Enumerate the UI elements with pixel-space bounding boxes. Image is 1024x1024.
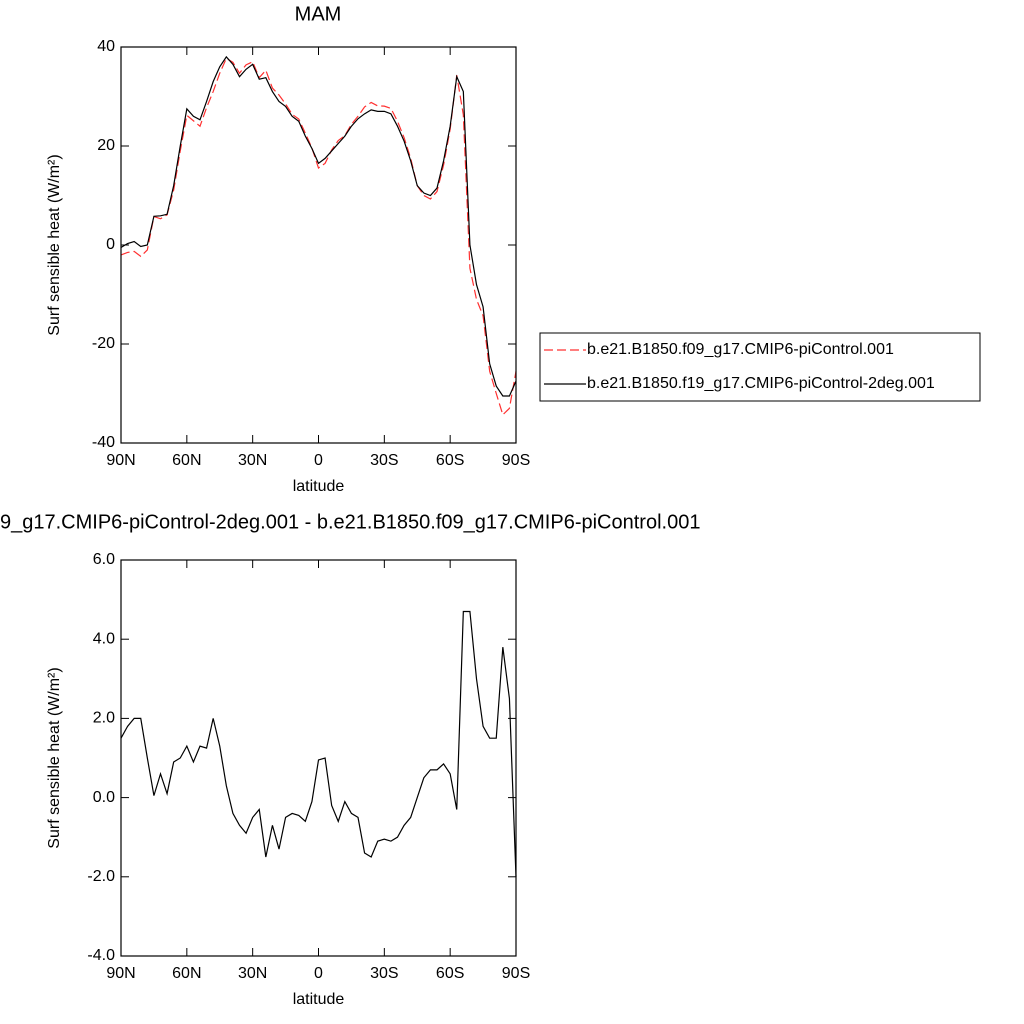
x-tick-label: 90N (106, 452, 135, 469)
y-tick-label: 2.0 (93, 710, 115, 727)
x-axis-label: latitude (293, 991, 345, 1008)
data-line (120, 610, 517, 877)
legend-label: b.e21.B1850.f09_g17.CMIP6-piControl.001 (587, 341, 894, 358)
x-tick-label: 60N (172, 452, 201, 469)
y-tick-label: 0.0 (93, 789, 115, 806)
x-tick-label: 90S (502, 965, 530, 982)
x-tick-label: 0 (314, 965, 323, 982)
plot-frame (120, 46, 517, 444)
y-tick-label: -40 (92, 434, 115, 451)
y-tick-label: -20 (92, 335, 115, 352)
x-tick-label: 30N (238, 452, 267, 469)
x-tick-label: 90N (106, 965, 135, 982)
y-axis-label: Surf sensible heat (W/m²) (46, 154, 63, 335)
x-tick-label: 30S (370, 452, 398, 469)
x-axis-label: latitude (293, 478, 345, 495)
x-tick-label: 60S (436, 452, 464, 469)
y-axis-label: Surf sensible heat (W/m²) (46, 667, 63, 848)
x-tick-label: 60S (436, 965, 464, 982)
y-tick-label: 40 (97, 38, 115, 55)
data-line (120, 57, 517, 416)
data-line (120, 55, 517, 397)
x-tick-label: 30S (370, 965, 398, 982)
y-tick-label: 4.0 (93, 630, 115, 647)
chart-title: 9_g17.CMIP6-piControl-2deg.001 - b.e21.B… (0, 511, 700, 533)
x-tick-label: 0 (314, 452, 323, 469)
x-tick-label: 60N (172, 965, 201, 982)
legend-box (539, 332, 981, 402)
y-tick-label: 0 (106, 236, 115, 253)
y-tick-label: 6.0 (93, 551, 115, 568)
legend-label: b.e21.B1850.f19_g17.CMIP6-piControl-2deg… (587, 375, 935, 392)
x-tick-label: 90S (502, 452, 530, 469)
y-tick-label: -2.0 (87, 868, 115, 885)
y-tick-label: -4.0 (87, 947, 115, 964)
x-tick-label: 30N (238, 965, 267, 982)
y-tick-label: 20 (97, 137, 115, 154)
chart-title: MAM (295, 3, 342, 25)
